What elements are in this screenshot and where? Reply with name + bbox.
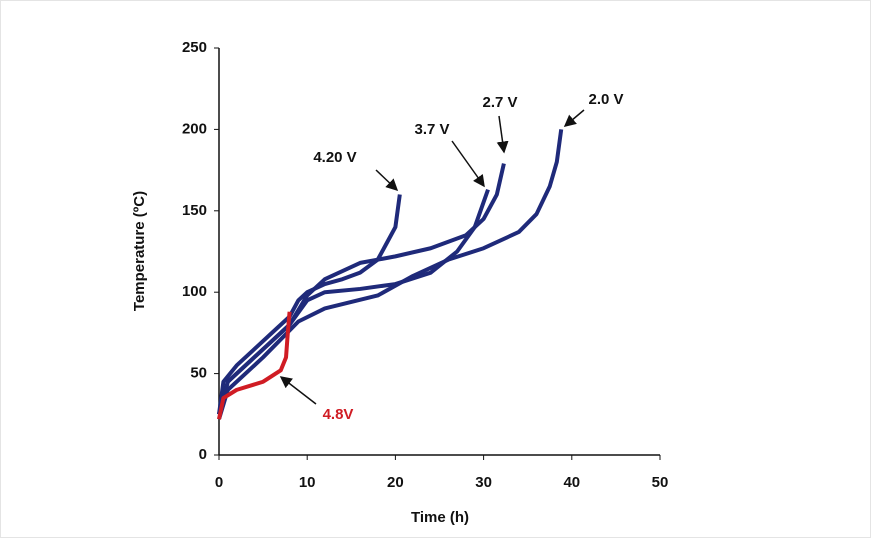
annotation-label: 4.8V: [323, 406, 354, 423]
y-tick-label: 250: [182, 39, 207, 56]
x-tick-label: 40: [563, 474, 580, 491]
x-tick-label: 10: [299, 474, 316, 491]
y-tick-label: 100: [182, 283, 207, 300]
y-tick-label: 200: [182, 120, 207, 137]
y-tick-label: 150: [182, 202, 207, 219]
annotation-arrow: [496, 115, 509, 154]
annotation-arrow: [563, 109, 585, 127]
series-line: [217, 194, 402, 415]
x-tick-label: 50: [652, 474, 669, 491]
annotation-label: 3.7 V: [414, 121, 449, 138]
x-tick-label: 30: [475, 474, 492, 491]
annotation-arrow: [451, 140, 485, 188]
series-line: [217, 129, 564, 420]
annotation-label: 4.20 V: [313, 149, 356, 166]
annotation-arrow: [375, 169, 399, 192]
series-line: [217, 311, 292, 420]
x-tick-label: 0: [215, 474, 223, 491]
y-axis-label: Temperature (ºC): [131, 191, 148, 311]
annotation-label: 2.0 V: [588, 91, 623, 108]
y-tick-label: 0: [199, 446, 207, 463]
annotation-arrow: [279, 376, 317, 405]
series-line: [217, 163, 506, 415]
annotation-label: 2.7 V: [482, 94, 517, 111]
y-tick-label: 50: [190, 365, 207, 382]
x-tick-label: 20: [387, 474, 404, 491]
x-axis-label: Time (h): [411, 509, 469, 526]
